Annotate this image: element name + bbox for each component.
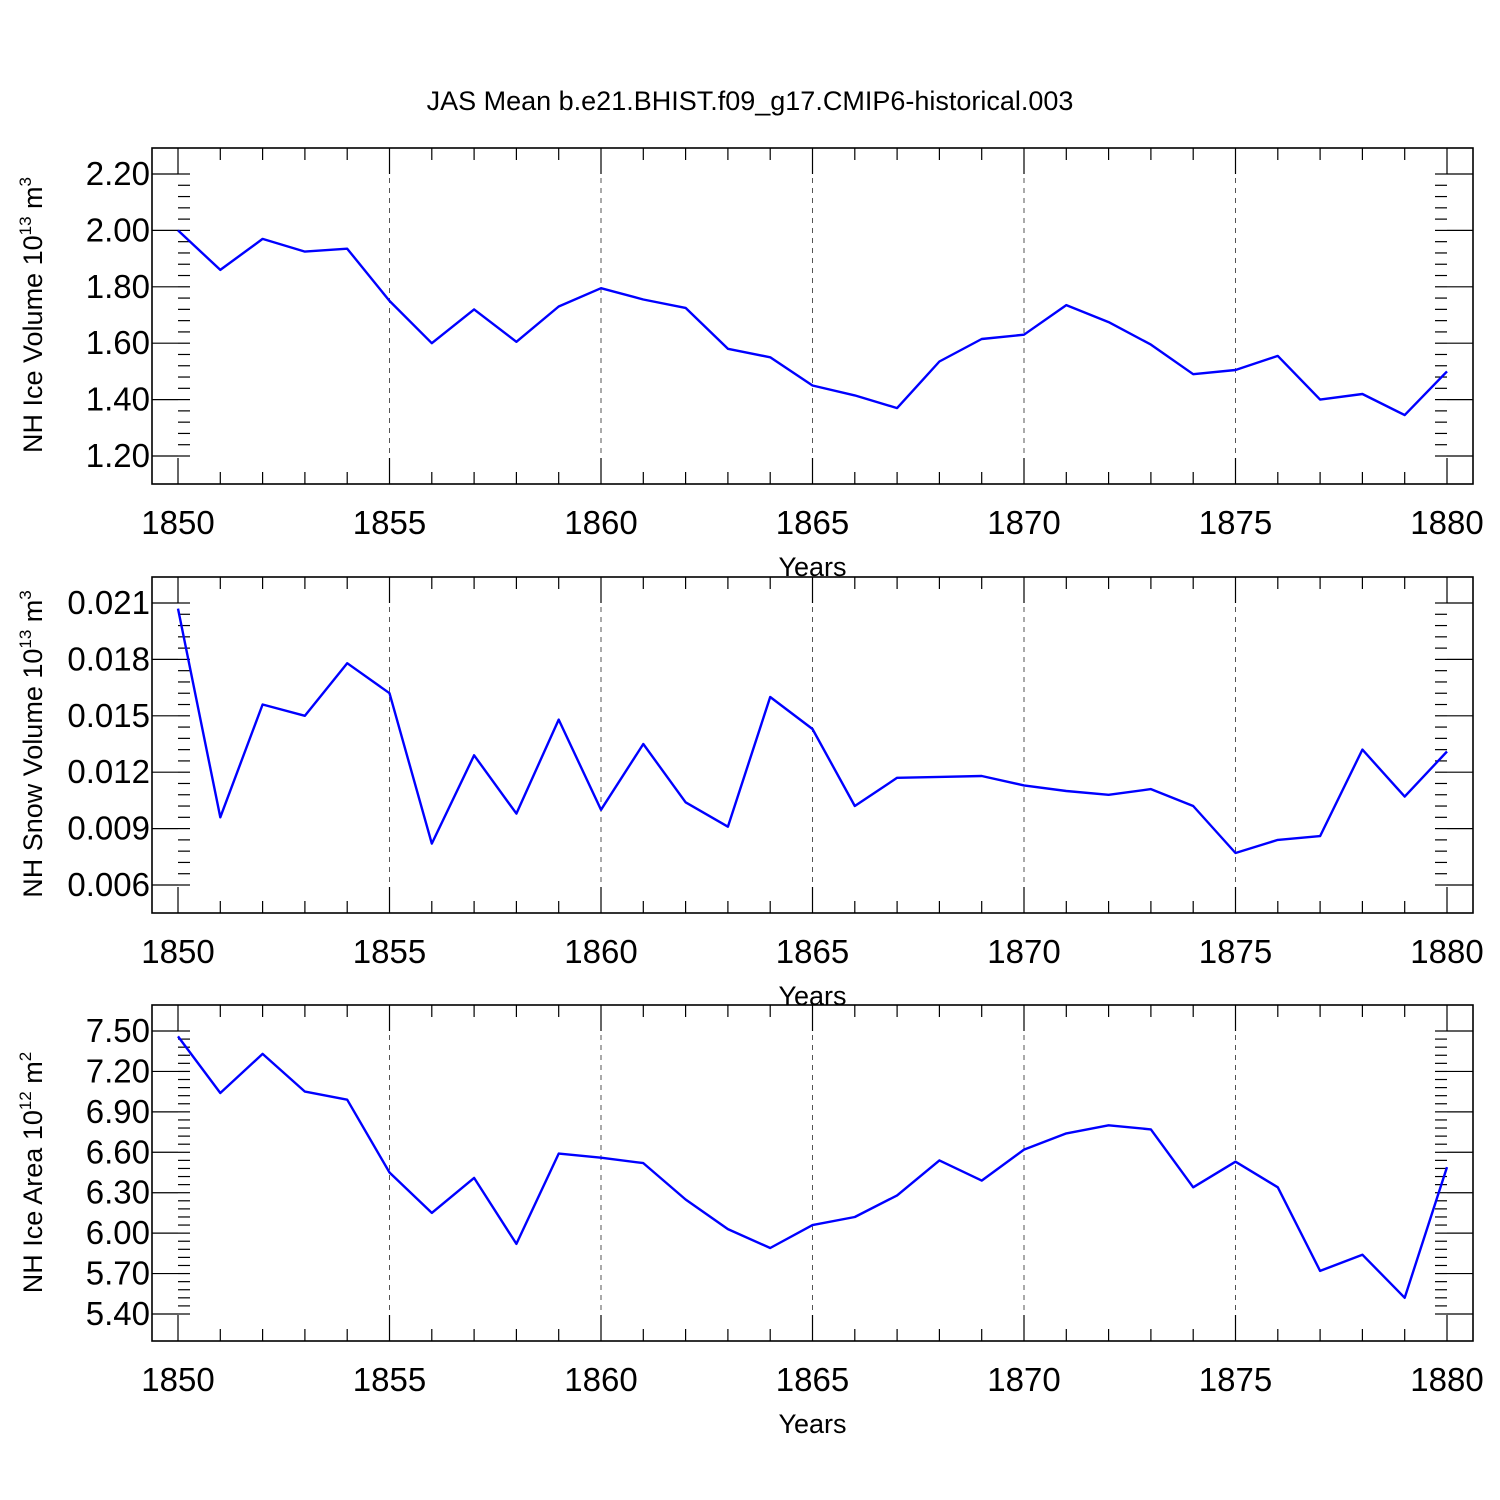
ice-area-y-tick-label: 5.70 (86, 1255, 150, 1292)
snow-volume-x-tick-label: 1870 (987, 933, 1060, 970)
ice-area-y-tick-label: 6.90 (86, 1093, 150, 1130)
snow-volume-y-tick-label: 0.015 (67, 697, 150, 734)
ice-area-x-tick-label: 1860 (564, 1361, 637, 1398)
snow-volume-series-line (176, 608, 1448, 855)
ice-volume-y-tick-label: 2.00 (86, 211, 150, 248)
ice-volume-panel: 1.20 1.40 1.60 1.80 2.00 2.20 1850 1855 1860 1865… (16, 147, 1484, 582)
ice-area-x-tick-label: 1870 (987, 1361, 1060, 1398)
snow-volume-x-tick-label: 1855 (353, 933, 426, 970)
ice-area-x-tick-label: 1880 (1410, 1361, 1483, 1398)
ice-volume-x-tick-label: 1865 (776, 504, 849, 541)
ice-area-x-tick-label: 1855 (353, 1361, 426, 1398)
ice-volume-y-tick-label: 2.20 (86, 155, 150, 192)
ice-volume-x-tick-label: 1870 (987, 504, 1060, 541)
figure-title: JAS Mean b.e21.BHIST.f09_g17.CMIP6-histo… (427, 86, 1074, 116)
snow-volume-y-tick-label: 0.018 (67, 640, 150, 677)
snow-volume-x-tick-label: 1875 (1199, 933, 1272, 970)
ice-area-series-line (177, 1035, 1449, 1300)
ice-volume-x-tick-label: 1855 (353, 504, 426, 541)
ice-volume-y-tick-label: 1.20 (86, 437, 150, 474)
ice-volume-y-axis-title: NH Ice Volume 1013 m3 (16, 177, 48, 453)
ice-volume-x-tick-label: 1880 (1410, 504, 1483, 541)
snow-volume-x-tick-label: 1860 (564, 933, 637, 970)
snow-volume-panel: 0.006 0.009 0.012 0.015 0.018 0.021 1850 1855 18… (16, 576, 1484, 1011)
ice-area-y-tick-label: 6.30 (86, 1174, 150, 1211)
ice-area-y-tick-label: 7.50 (86, 1012, 150, 1049)
ice-volume-x-tick-label: 1860 (564, 504, 637, 541)
snow-volume-x-tick-label: 1880 (1410, 933, 1483, 970)
ice-area-x-tick-label: 1875 (1199, 1361, 1272, 1398)
snow-volume-y-tick-label: 0.009 (67, 810, 150, 847)
snow-volume-y-axis-title: NH Snow Volume 1013 m3 (16, 590, 48, 898)
ice-area-x-tick-label: 1865 (776, 1361, 849, 1398)
ice-volume-x-tick-label: 1875 (1199, 504, 1272, 541)
ice-area-y-axis-title: NH Ice Area 1012 m2 (16, 1052, 48, 1293)
ice-area-y-tick-label: 5.40 (86, 1295, 150, 1332)
ice-area-y-tick-label: 6.00 (86, 1214, 150, 1251)
ice-volume-series-line (177, 229, 1448, 417)
snow-volume-y-tick-label: 0.006 (67, 866, 150, 903)
ice-area-y-tick-label: 6.60 (86, 1133, 150, 1170)
snow-volume-x-tick-label: 1865 (776, 933, 849, 970)
ice-area-y-tick-label: 7.20 (86, 1052, 150, 1089)
snow-volume-y-tick-label: 0.021 (67, 584, 150, 621)
ice-area-x-axis-title: Years (778, 1409, 846, 1439)
snow-volume-y-tick-label: 0.012 (67, 753, 150, 790)
ice-area-panel: 5.405.70 6.006.30 6.606.90 7.207.50 1850 1855… (16, 1004, 1484, 1439)
ice-volume-x-tick-label: 1850 (141, 504, 214, 541)
ice-volume-y-tick-label: 1.40 (86, 381, 150, 418)
snow-volume-x-tick-label: 1850 (141, 933, 214, 970)
ice-volume-y-tick-label: 1.80 (86, 268, 150, 305)
ice-volume-y-tick-label: 1.60 (86, 324, 150, 361)
ice-area-x-tick-label: 1850 (141, 1361, 214, 1398)
